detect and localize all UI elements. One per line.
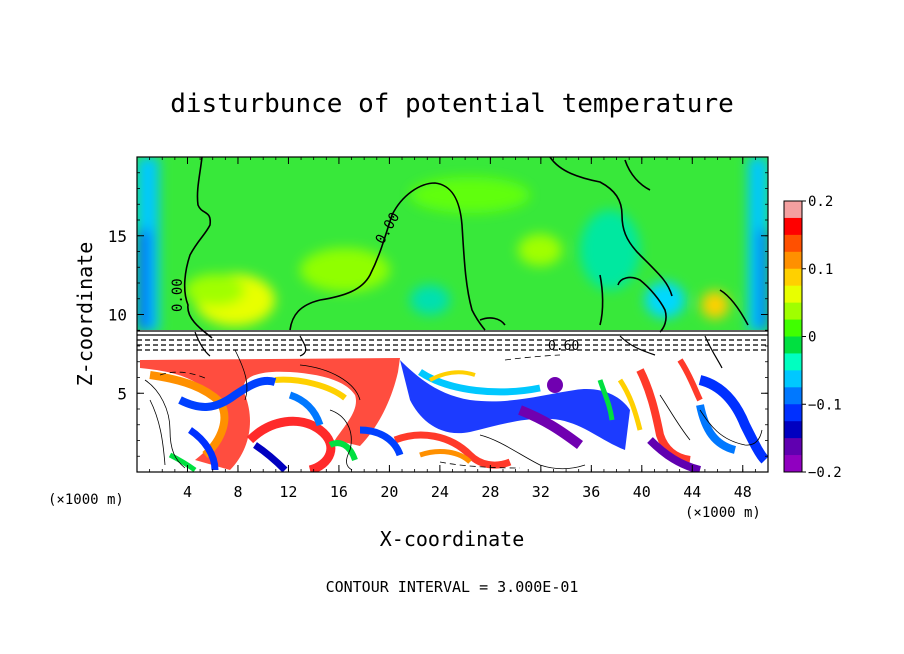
x-tick-label: 12 <box>279 483 297 501</box>
colorbar-swatch <box>784 319 802 337</box>
colorbar-swatch <box>784 455 802 473</box>
y-tick-label: 10 <box>108 306 127 325</box>
x-tick-label: 16 <box>330 483 348 501</box>
x-tick-label: 36 <box>582 483 600 501</box>
colorbar-tick-label: 0.2 <box>808 194 833 210</box>
plot-area: 0.00 0.00 0.60 <box>137 157 768 472</box>
contour-label-1: 0.00 <box>170 278 186 312</box>
contours-lower <box>144 349 763 471</box>
colorbar-swatch <box>784 336 802 354</box>
x-tick-label: 8 <box>233 483 242 501</box>
x-tick-label: 4 <box>183 483 192 501</box>
colorbar-tick-label: 0.1 <box>808 262 833 278</box>
contour-label-3: 0.60 <box>548 339 579 354</box>
x-tick-label: 28 <box>481 483 499 501</box>
colorbar-swatch <box>784 302 802 321</box>
y-axis-label: Z-coordinate <box>73 242 97 387</box>
x-tick-label: 40 <box>633 483 651 501</box>
colorbar-swatch <box>784 251 802 270</box>
colorbar-swatch <box>784 217 802 236</box>
chart-title: disturbunce of potential temperature <box>170 89 734 119</box>
upper-field-structure <box>137 157 768 332</box>
colorbar-swatch <box>784 421 802 439</box>
transition-layer <box>137 330 768 356</box>
x-tick-label: 24 <box>431 483 449 501</box>
x-unit-label: (×1000 m) <box>48 492 124 508</box>
colorbar: 0.2 0.1 0 −0.1 −0.2 <box>783 194 842 481</box>
transition-contours <box>137 330 768 369</box>
y-tick-label: 5 <box>117 384 127 403</box>
y-axis: 5 10 15 <box>108 172 768 457</box>
x-axis-label: X-coordinate <box>380 527 525 551</box>
x-tick-label: 32 <box>532 483 550 501</box>
colorbar-swatch <box>784 234 802 253</box>
contours-upper <box>183 157 749 339</box>
x-tick-label: 44 <box>683 483 701 501</box>
colorbar-swatch <box>784 370 802 388</box>
lower-field-structure <box>140 358 768 472</box>
colorbar-swatch <box>784 268 802 287</box>
colorbar-tick-label: 0 <box>808 330 816 346</box>
contour-interval-note: CONTOUR INTERVAL = 3.000E-01 <box>326 578 579 596</box>
colorbar-swatch <box>784 201 802 219</box>
x-tick-label: 20 <box>380 483 398 501</box>
colorbar-tick-label: −0.1 <box>808 397 842 413</box>
x-unit-label-right: (×1000 m) <box>685 505 761 521</box>
x-tick-label: 48 <box>734 483 752 501</box>
colorbar-swatch <box>784 285 802 304</box>
colorbar-swatch <box>784 387 802 405</box>
y-tick-label: 15 <box>108 227 127 246</box>
colorbar-tick-label: −0.2 <box>808 465 842 481</box>
colorbar-swatch <box>784 404 802 422</box>
x-axis: 4 8 12 16 20 24 28 32 36 40 44 48 <box>149 157 756 501</box>
colorbar-swatch <box>784 353 802 371</box>
colorbar-swatch <box>784 438 802 456</box>
